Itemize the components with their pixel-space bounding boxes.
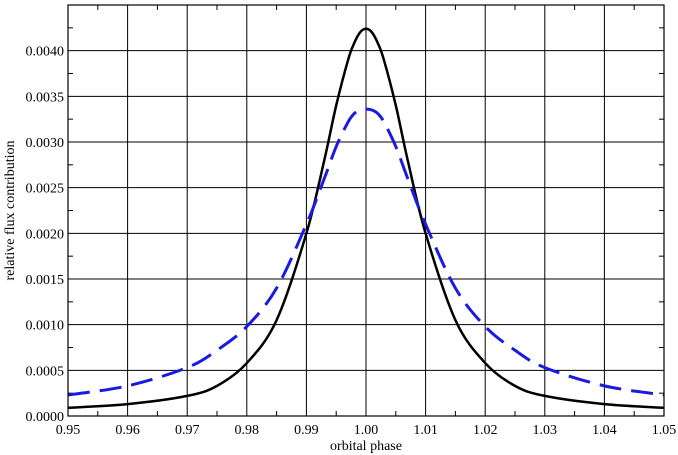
x-tick-label: 1.05 [652,423,677,438]
x-tick-label: 0.98 [235,423,260,438]
solid-series-line [67,27,665,410]
x-tick-label: 1.03 [533,423,558,438]
x-tick-labels: 0.95 0.96 0.97 0.98 0.99 1.00 1.01 1.02 1.03 1.04… [56,423,677,438]
x-tick-label: 0.99 [294,423,319,438]
x-tick-label: 1.00 [354,423,379,438]
x-tick-label: 1.01 [413,423,438,438]
y-axis-label: relative flux contribution [3,141,18,281]
y-tick-label: 0.0015 [26,273,65,288]
series-layer [67,27,665,410]
x-tick-label: 1.04 [592,423,617,438]
y-tick-label: 0.0000 [26,410,65,425]
y-tick-label: 0.0010 [26,319,65,334]
dashed-series-line [67,107,665,397]
y-tick-label: 0.0035 [26,90,65,105]
x-tick-label: 0.96 [115,423,140,438]
y-tick-label: 0.0025 [26,182,65,197]
x-tick-label: 0.97 [175,423,200,438]
y-tick-label: 0.0005 [26,364,65,379]
y-tick-labels: 0.0000 0.0005 0.0010 0.0015 0.0020 0.0025 0.00… [26,45,65,425]
y-tick-label: 0.0040 [26,45,65,60]
y-tick-label: 0.0020 [26,227,65,242]
plot-frame [67,4,665,417]
x-axis-label: orbital phase [330,439,402,454]
x-tick-label: 0.95 [56,423,81,438]
grid-lines [68,5,664,416]
y-tick-label: 0.0030 [26,136,65,151]
x-tick-label: 1.02 [473,423,498,438]
